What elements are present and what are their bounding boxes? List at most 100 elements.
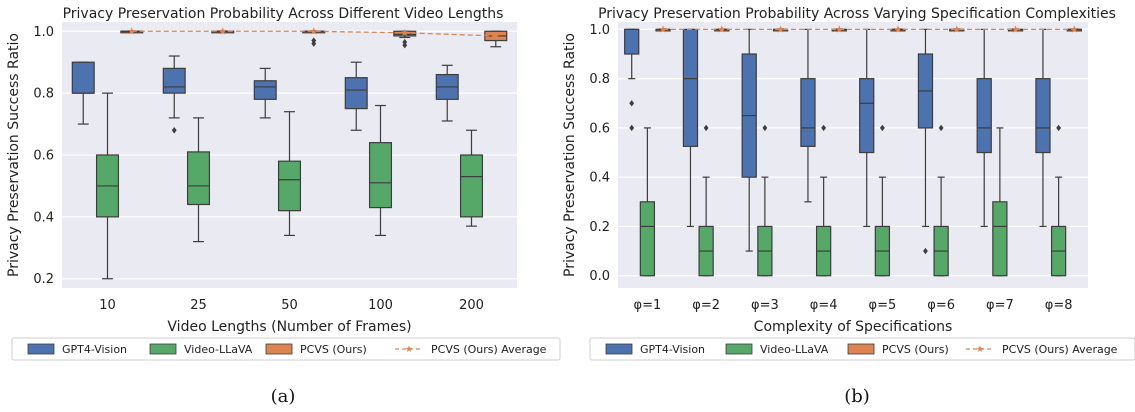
legend-label: PCVS (Ours) Average bbox=[431, 343, 547, 356]
average-marker bbox=[1011, 25, 1020, 33]
average-marker bbox=[952, 25, 961, 33]
box-gpt4-vision-3 bbox=[800, 28, 816, 203]
y-tick-label: 0.4 bbox=[33, 210, 54, 225]
legend-swatch bbox=[149, 343, 177, 355]
average-marker bbox=[1070, 25, 1079, 33]
box-body bbox=[976, 78, 992, 154]
x-tick-label: φ=3 bbox=[751, 298, 779, 313]
box-body bbox=[624, 28, 640, 55]
average-marker bbox=[835, 25, 844, 33]
box-video-llava-2 bbox=[757, 124, 773, 277]
x-tick-label: 200 bbox=[459, 298, 484, 313]
y-tick-label: 0.8 bbox=[33, 87, 54, 102]
outlier-point bbox=[762, 124, 768, 132]
box-body bbox=[344, 77, 368, 110]
box-gpt4-vision-5 bbox=[917, 28, 934, 255]
y-tick-label: 0.2 bbox=[589, 220, 610, 235]
box-body bbox=[368, 142, 393, 209]
outlier-point bbox=[629, 100, 635, 107]
legend-swatch bbox=[605, 343, 633, 355]
legend-label: Video-LLaVA bbox=[760, 343, 829, 356]
box-body bbox=[277, 160, 302, 212]
box-video-llava-4 bbox=[874, 124, 891, 277]
average-marker bbox=[218, 27, 227, 35]
box-body bbox=[162, 67, 186, 94]
outlier-point bbox=[1056, 124, 1062, 132]
legend-star-marker bbox=[976, 345, 984, 352]
box-body bbox=[71, 61, 95, 94]
chart-a: 0.2 0.4 0.6 0.8 1.0 10 25 50 100 200 Privacy Prese… bbox=[6, 6, 561, 407]
x-tick-label: φ=5 bbox=[869, 298, 897, 313]
average-marker bbox=[491, 31, 500, 40]
box-gpt4-vision-7 bbox=[1035, 28, 1051, 228]
box-gpt4-vision-2 bbox=[253, 67, 277, 119]
box-video-llava-7 bbox=[1050, 124, 1067, 277]
outlier-point bbox=[311, 37, 317, 44]
outlier-point bbox=[703, 124, 709, 132]
average-marker bbox=[776, 25, 785, 33]
box-gpt4-vision-3 bbox=[344, 61, 368, 131]
x-tick-label: φ=8 bbox=[1045, 298, 1073, 313]
outlier-point bbox=[629, 124, 635, 132]
y-tick-label: 0.6 bbox=[33, 149, 54, 164]
x-tick-label: 25 bbox=[190, 298, 207, 313]
box-video-llava-4 bbox=[459, 129, 484, 227]
average-marker bbox=[309, 27, 318, 35]
average-marker bbox=[127, 27, 136, 35]
box-body bbox=[639, 201, 656, 277]
x-tick-label: 10 bbox=[99, 298, 116, 313]
x-tick-label: φ=2 bbox=[692, 298, 720, 313]
legend: GPT4-Vision Video-LLaVA PCVS (Ours) PCVS (O… bbox=[11, 337, 561, 361]
box-body bbox=[859, 78, 875, 154]
chart-b: 0.0 0.2 0.4 0.6 0.8 1.0 φ=1 φ=2 φ=3 φ=4 φ=5 φ=6 φ=7 φ… bbox=[562, 6, 1135, 407]
outlier-point bbox=[879, 124, 885, 132]
box-video-llava-2 bbox=[277, 111, 302, 237]
legend-label: PCVS (Ours) Average bbox=[1002, 343, 1118, 356]
legend-label: GPT4-Vision bbox=[640, 343, 705, 356]
average-line bbox=[131, 30, 496, 37]
box-body bbox=[800, 78, 816, 147]
legend-label: GPT4-Vision bbox=[62, 343, 127, 356]
box-video-llava-1 bbox=[698, 124, 714, 277]
x-axis-label: Complexity of Specifications bbox=[754, 319, 953, 335]
x-tick-label: φ=1 bbox=[634, 298, 662, 313]
y-tick-label: 0.0 bbox=[589, 269, 610, 284]
legend-swatch bbox=[265, 343, 293, 355]
y-tick-label: 0.4 bbox=[589, 171, 610, 186]
box-video-llava-0 bbox=[639, 127, 656, 277]
y-axis-label: Privacy Preservation Success Ratio bbox=[562, 33, 578, 277]
outlier-point bbox=[938, 124, 944, 132]
legend-label: PCVS (Ours) bbox=[300, 343, 367, 356]
legend-label: PCVS (Ours) bbox=[882, 343, 949, 356]
box-gpt4-vision-0 bbox=[624, 28, 640, 132]
box-video-llava-0 bbox=[95, 92, 120, 280]
y-tick-label: 1.0 bbox=[589, 23, 610, 38]
y-tick-label: 0.6 bbox=[589, 121, 610, 136]
outlier-point bbox=[171, 127, 177, 134]
box-body bbox=[459, 154, 484, 218]
chart-title: Privacy Preservation Probability Across … bbox=[598, 6, 1116, 22]
box-gpt4-vision-6 bbox=[976, 28, 992, 228]
outlier-point bbox=[923, 247, 928, 255]
y-axis-label: Privacy Preservation Success Ratio bbox=[6, 33, 22, 277]
legend-label: Video-LLaVA bbox=[184, 343, 253, 356]
box-video-llava-5 bbox=[933, 124, 949, 277]
x-tick-label: 100 bbox=[368, 298, 393, 313]
box-body bbox=[992, 201, 1008, 277]
figure-caption: (b) bbox=[844, 386, 870, 407]
box-video-llava-3 bbox=[368, 104, 393, 237]
box-gpt4-vision-0 bbox=[71, 61, 95, 125]
y-tick-label: 0.8 bbox=[589, 72, 610, 87]
legend-swatch bbox=[847, 343, 875, 355]
x-axis-label: Video Lengths (Number of Frames) bbox=[167, 319, 411, 335]
y-tick-label: 1.0 bbox=[33, 25, 54, 40]
box-video-llava-6 bbox=[992, 127, 1008, 277]
average-marker bbox=[400, 28, 409, 37]
figure-caption: (a) bbox=[271, 386, 296, 407]
box-gpt4-vision-4 bbox=[859, 28, 875, 228]
box-body bbox=[1035, 78, 1051, 154]
legend: GPT4-Vision Video-LLaVA PCVS (Ours) PCVS (O… bbox=[589, 337, 1135, 361]
box-gpt4-vision-4 bbox=[435, 64, 459, 122]
